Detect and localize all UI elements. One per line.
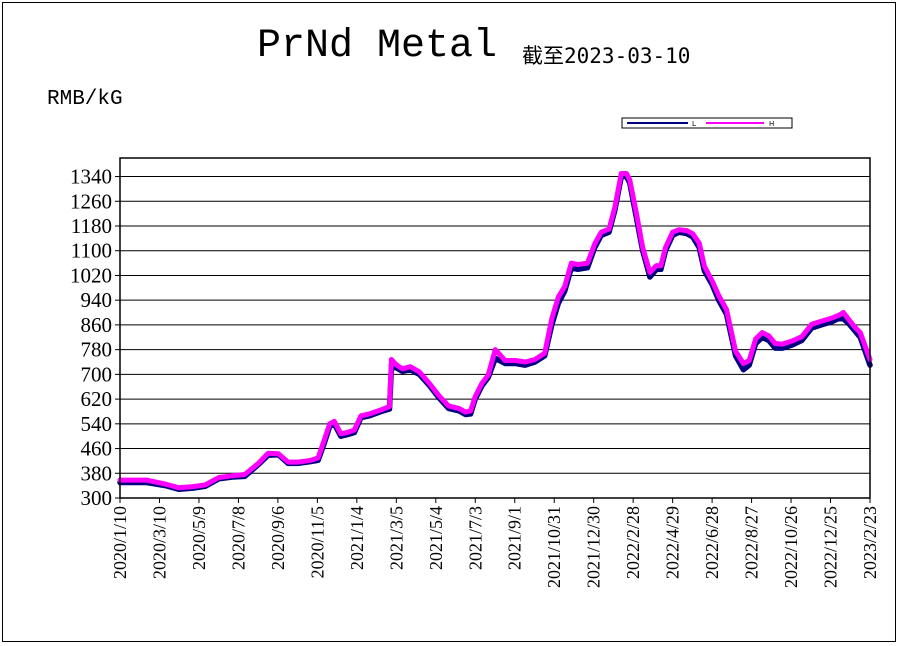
y-tick-label: 540 — [81, 412, 113, 436]
y-tick-label: 780 — [81, 338, 113, 362]
y-tick-label: 380 — [81, 461, 113, 485]
series-line-l — [117, 173, 873, 493]
x-tick-label: 2020/9/6 — [268, 506, 288, 570]
x-tick-label: 2022/10/26 — [781, 506, 801, 588]
y-tick-label: 940 — [81, 288, 113, 312]
x-tick-label: 2021/7/3 — [465, 506, 485, 570]
x-tick-label: 2020/7/8 — [228, 506, 248, 570]
x-tick-label: 2020/5/9 — [189, 506, 209, 570]
x-tick-label: 2022/4/29 — [663, 506, 683, 579]
x-tick-label: 2021/10/31 — [544, 506, 564, 588]
y-tick-label: 1100 — [71, 239, 112, 263]
x-tick-label: 2021/12/30 — [584, 506, 604, 588]
y-tick-label: 860 — [81, 313, 113, 337]
y-tick-label: 1180 — [71, 214, 112, 238]
plot-area-border — [119, 157, 871, 499]
legend: L H — [621, 117, 793, 129]
x-tick-label: 2021/9/1 — [505, 506, 525, 570]
y-tick-label: 1260 — [70, 189, 112, 213]
legend-label-h: H — [769, 120, 774, 128]
y-axis-unit-label: RMB/kG — [47, 88, 123, 111]
x-tick-label: 2022/12/25 — [821, 506, 841, 588]
y-tick-label: 620 — [81, 387, 113, 411]
x-tick-label: 2020/11/5 — [307, 506, 327, 578]
x-tick-label: 2021/1/4 — [347, 506, 367, 570]
x-tick-label: 2021/3/5 — [386, 506, 406, 570]
x-tick-label: 2023/2/23 — [860, 506, 880, 579]
series-lines — [117, 171, 873, 493]
x-tick-label: 2020/1/10 — [110, 506, 130, 579]
chart-subtitle-date: 截至2023-03-10 — [522, 44, 691, 68]
y-tick-label: 700 — [81, 362, 113, 386]
x-tick-label: 2021/5/4 — [426, 506, 446, 570]
x-axis-ticks: 2020/1/10 2020/3/10 2020/5/9 2020/7/8 2020/9… — [110, 498, 880, 588]
x-tick-label: 2020/3/10 — [149, 506, 169, 579]
legend-label-l: L — [692, 120, 696, 128]
chart-title: PrNd Metal — [257, 24, 498, 69]
y-tick-label: 460 — [81, 437, 113, 461]
y-tick-label: 300 — [81, 486, 113, 510]
series-line-h — [117, 171, 873, 491]
x-tick-label: 2022/6/28 — [702, 506, 722, 579]
gridlines — [120, 176, 870, 474]
y-tick-label: 1020 — [70, 263, 112, 287]
y-tick-label: 1340 — [70, 165, 112, 189]
x-tick-label: 2022/8/27 — [742, 506, 762, 579]
y-axis-ticks: 3003804605406207007808609401020110011801… — [70, 165, 120, 510]
x-tick-label: 2022/2/28 — [623, 506, 643, 579]
